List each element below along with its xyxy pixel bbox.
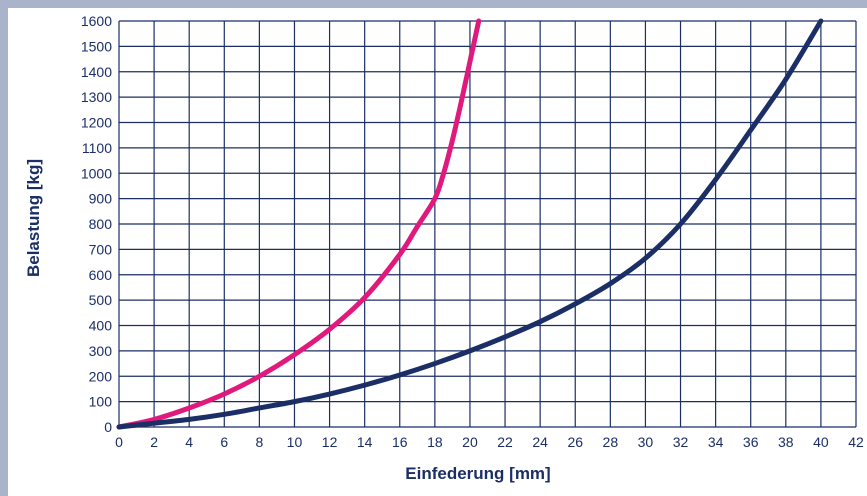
x-tick-label: 0 [115,434,123,450]
x-tick-label: 26 [567,434,583,450]
y-tick-label: 500 [89,292,113,308]
y-tick-labels: 0 100 200 300 400 500 600 700 800 900 1000 1100 1200… [81,13,112,435]
y-tick-label: 100 [89,394,113,410]
y-tick-label: 1000 [81,165,112,181]
x-tick-label: 18 [427,434,443,450]
y-axis-title: Belastung [kg] [24,159,43,277]
x-tick-label: 2 [150,434,158,450]
x-tick-label: 24 [532,434,548,450]
y-tick-label: 1300 [81,89,112,105]
x-tick-label: 28 [603,434,619,450]
y-tick-label: 300 [89,343,113,359]
x-tick-label: 10 [287,434,303,450]
y-tick-label: 600 [89,267,113,283]
x-tick-label: 16 [392,434,408,450]
load-deflection-chart: 0 2 4 6 8 10 12 14 16 18 20 22 24 26 28 30 32 34 36 38 40 42 … [24,13,864,483]
y-tick-label: 1400 [81,64,112,80]
y-tick-label: 1600 [81,13,112,29]
series-line-2 [116,18,824,430]
x-tick-label: 6 [220,434,228,450]
x-tick-labels: 0 2 4 6 8 10 12 14 16 18 20 22 24 26 28 30 32 34 36 38 40 42 [115,434,864,450]
y-tick-label: 200 [89,368,113,384]
x-tick-label: 8 [255,434,263,450]
grid [118,20,857,428]
x-axis-title: Einfederung [mm] [405,464,550,483]
x-tick-label: 40 [813,434,829,450]
chart-panel: 0 2 4 6 8 10 12 14 16 18 20 22 24 26 28 30 32 34 36 38 40 42 … [8,8,867,496]
y-tick-label: 1500 [81,38,112,54]
series-layer [116,18,824,430]
y-tick-label: 400 [89,318,113,334]
x-tick-label: 38 [778,434,794,450]
x-tick-label: 12 [322,434,338,450]
x-tick-label: 36 [743,434,759,450]
y-tick-label: 1100 [82,140,112,156]
x-tick-label: 14 [357,434,373,450]
series-line-1 [116,18,482,430]
x-tick-label: 42 [848,434,864,450]
y-tick-label: 0 [104,419,112,435]
x-tick-label: 34 [708,434,724,450]
x-tick-label: 32 [673,434,689,450]
x-tick-label: 30 [638,434,654,450]
x-tick-label: 4 [185,434,193,450]
y-tick-label: 800 [89,216,113,232]
y-tick-label: 900 [89,191,113,207]
x-tick-label: 20 [462,434,478,450]
y-tick-label: 1200 [81,115,112,131]
y-tick-label: 700 [89,241,113,257]
x-tick-label: 22 [497,434,513,450]
